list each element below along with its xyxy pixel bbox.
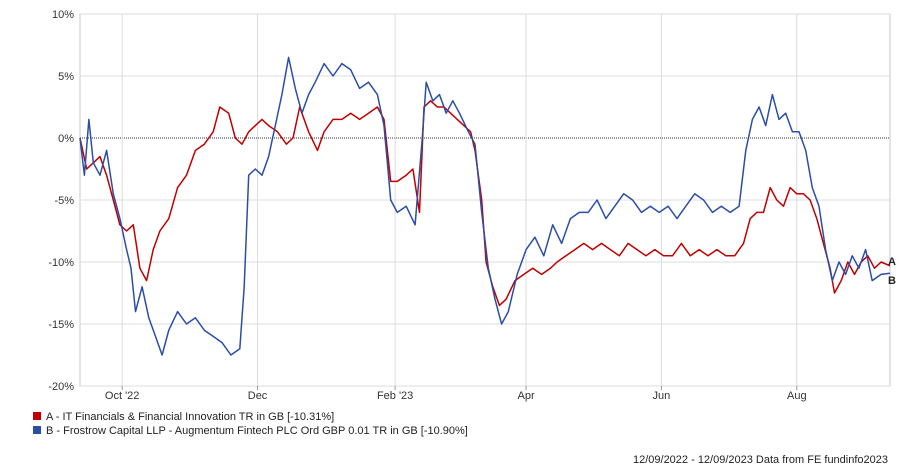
end-label-layer: AB xyxy=(888,256,896,287)
series-end-label-a: A xyxy=(888,256,896,268)
series-line-b xyxy=(79,56,891,356)
x-tick-label: Dec xyxy=(248,390,268,402)
x-tick-label: Feb '23 xyxy=(377,390,413,402)
y-tick-label: 0% xyxy=(58,133,74,145)
y-tick-label: 5% xyxy=(58,71,74,83)
y-tick-label: -5% xyxy=(54,195,74,207)
x-tick-label: Apr xyxy=(517,390,534,402)
legend-entry-a: A - IT Financials & Financial Innovation… xyxy=(46,411,334,423)
y-tick-label: -10% xyxy=(48,257,74,269)
y-tick-label: 10% xyxy=(52,9,74,21)
legend: A - IT Financials & Financial Innovation… xyxy=(33,411,468,437)
grid-layer xyxy=(80,13,890,387)
data-source-footer: 12/09/2022 - 12/09/2023 Data from FE fun… xyxy=(633,454,888,466)
x-tick-label: Oct '22 xyxy=(105,390,140,402)
legend-swatch-a xyxy=(33,412,41,420)
x-tick-label: Jun xyxy=(653,390,671,402)
legend-entry-b: B - Frostrow Capital LLP - Augmentum Fin… xyxy=(46,425,468,437)
plot-area: AB xyxy=(79,13,896,387)
series-end-label-b: B xyxy=(888,275,896,287)
y-tick-label: -20% xyxy=(48,381,74,393)
series-b xyxy=(79,56,891,356)
y-tick-label: -15% xyxy=(48,319,74,331)
x-tick-label: Aug xyxy=(787,390,807,402)
y-axis: 10% 5% 0% -5% -10% -15% -20% xyxy=(48,9,74,393)
legend-swatch-b xyxy=(33,426,41,434)
series-layer xyxy=(79,56,891,356)
x-axis: Oct '22 Dec Feb '23 Apr Jun Aug xyxy=(105,386,807,402)
